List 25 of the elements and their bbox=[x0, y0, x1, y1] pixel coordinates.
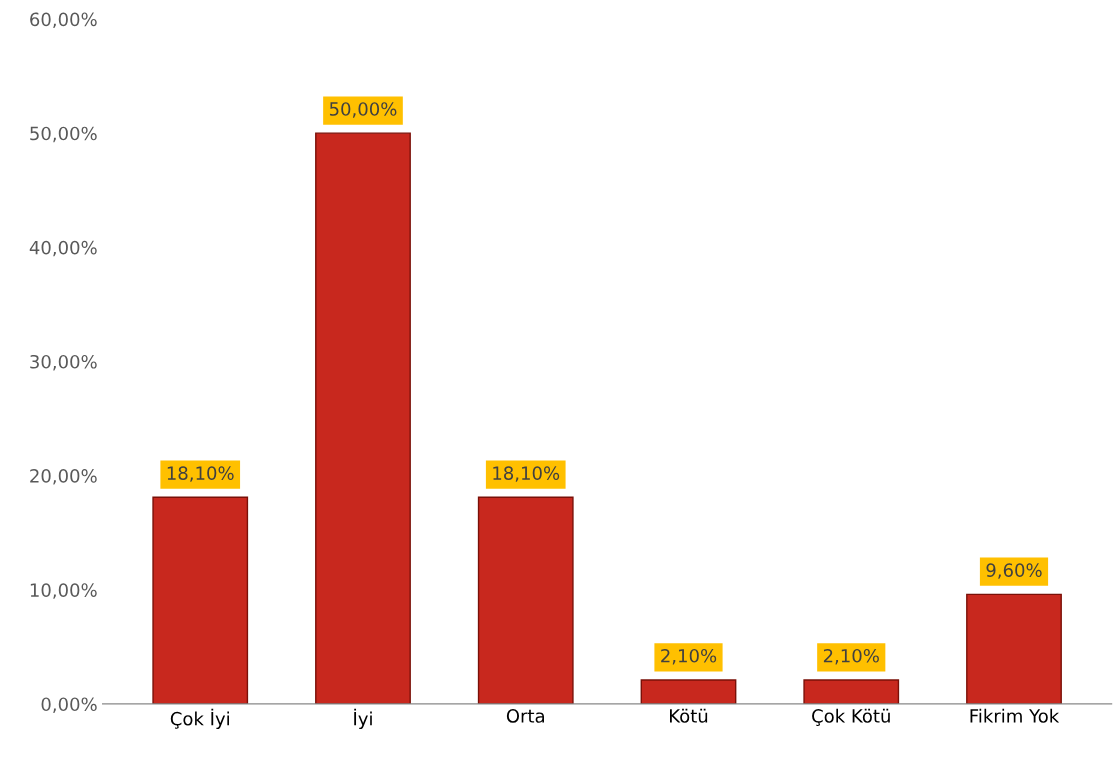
bar bbox=[966, 593, 1062, 704]
x-tick-label: Kötü bbox=[670, 708, 708, 723]
y-tick-label: 50,00% bbox=[30, 126, 97, 143]
y-tick-label: 20,00% bbox=[30, 469, 97, 485]
x-tick-label: İyi bbox=[354, 708, 372, 730]
bar bbox=[315, 132, 411, 704]
x-tick-label: Çok İyi bbox=[170, 708, 229, 730]
y-tick-label: 10,00% bbox=[30, 583, 97, 599]
data-label: 2,10% bbox=[661, 648, 717, 665]
bar bbox=[803, 679, 900, 704]
x-tick-label: Orta bbox=[506, 709, 544, 723]
data-label: 18,10% bbox=[167, 466, 234, 482]
y-tick-label: 40,00% bbox=[29, 240, 97, 257]
bar bbox=[640, 679, 737, 704]
data-label: 18,10% bbox=[493, 466, 560, 482]
data-label: 50,00% bbox=[329, 102, 397, 118]
x-tick-label: Fikrim Yok bbox=[970, 708, 1060, 723]
bar bbox=[152, 496, 249, 704]
y-tick-label: 0,00% bbox=[41, 697, 97, 713]
data-label: 2,10% bbox=[823, 648, 879, 665]
x-tick-label: Çok Kötü bbox=[812, 708, 890, 726]
data-label: 9,60% bbox=[986, 563, 1042, 579]
y-tick-label: 60,00% bbox=[30, 12, 97, 28]
bar bbox=[477, 496, 574, 704]
y-tick-label: 30,00% bbox=[30, 354, 97, 371]
